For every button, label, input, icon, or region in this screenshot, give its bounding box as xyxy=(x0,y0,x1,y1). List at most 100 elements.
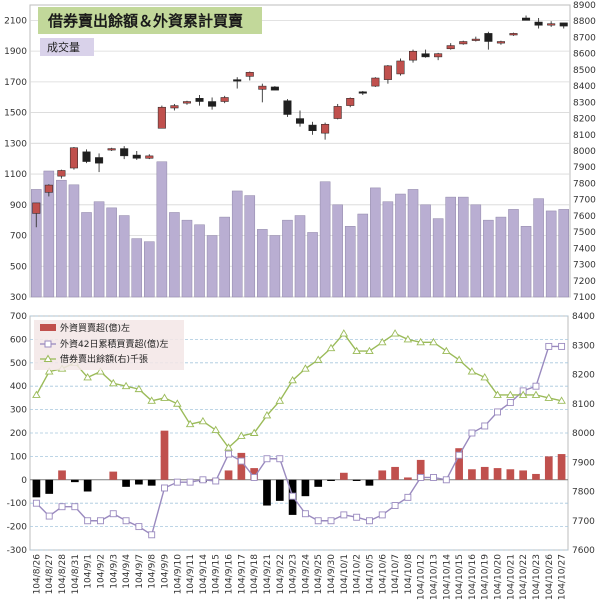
legend: 外資買賣超(億)左 外資42日累積買賣超(億)左 借券賣出餘額(右)千張 xyxy=(34,320,184,370)
top-right-tick-label: 8300 xyxy=(573,98,596,108)
candle-up xyxy=(145,155,154,159)
net-buy-bar xyxy=(404,477,412,480)
line-42day-point xyxy=(84,517,92,525)
volume-bar xyxy=(257,229,268,298)
x-tick-label: 104/10/6 xyxy=(378,554,388,595)
line-42day-point xyxy=(58,503,66,511)
net-buy-bar xyxy=(263,479,271,506)
top-right-tick-label: 8100 xyxy=(573,131,596,141)
line-short-balance-point xyxy=(160,393,169,401)
x-tick-label: 104/10/15 xyxy=(455,554,465,600)
volume-bar xyxy=(118,215,130,298)
candle-up xyxy=(182,101,191,104)
line-42day-point xyxy=(289,492,297,500)
line-short-balance-point xyxy=(518,390,528,398)
volume-label-background xyxy=(40,38,94,56)
volume-bar xyxy=(282,219,293,298)
line-42day-point xyxy=(97,517,104,525)
candle-down xyxy=(120,148,129,157)
bottom-right-tick-label: 7900 xyxy=(572,458,595,468)
candle-up xyxy=(446,45,455,50)
net-buy-bar xyxy=(391,466,399,480)
candle-up xyxy=(434,53,443,58)
line-42day-point xyxy=(186,478,194,486)
line-42day-point xyxy=(32,499,40,507)
candle-down xyxy=(308,124,317,131)
line-42day-point xyxy=(109,510,117,518)
x-tick-label: 104/9/1 xyxy=(84,554,94,589)
top-left-tick-label: 1900 xyxy=(4,47,27,57)
candle-up xyxy=(371,77,380,87)
x-tick-label: 104/9/24 xyxy=(301,554,311,595)
top-right-tick-label: 8200 xyxy=(573,115,596,125)
net-buy-bar xyxy=(493,468,502,480)
candle-up xyxy=(509,33,518,36)
top-left-tick-label: 1300 xyxy=(4,139,27,149)
top-left-tick-label: 700 xyxy=(10,232,27,242)
line-short-balance-point xyxy=(96,367,105,375)
net-buy-bar xyxy=(455,448,463,480)
candle-down xyxy=(270,86,279,91)
line-short-balance-point xyxy=(416,337,425,346)
line-short-balance-point xyxy=(313,355,323,363)
volume-bar xyxy=(156,161,168,298)
candle-up xyxy=(107,148,116,151)
bottom-right-tick-label: 7800 xyxy=(572,488,595,498)
x-tick-label: 104/10/5 xyxy=(365,554,375,594)
line-42day-point xyxy=(45,512,53,520)
net-buy-bar xyxy=(58,470,66,480)
volume-bar xyxy=(181,219,193,298)
x-tick-label: 104/10/27 xyxy=(558,554,568,600)
line-42day-point xyxy=(237,457,245,465)
volume-bar xyxy=(194,224,205,298)
volume-bar xyxy=(495,216,507,298)
net-buy-bar xyxy=(147,479,156,486)
x-tick-label: 104/8/27 xyxy=(45,554,55,594)
x-tick-label: 104/9/18 xyxy=(250,554,260,595)
candle-down xyxy=(95,157,104,164)
bottom-right-tick-label: 7700 xyxy=(572,517,595,527)
top-left-tick-label: 500 xyxy=(10,262,27,272)
line-42day-point xyxy=(263,455,271,463)
net-buy-bar xyxy=(160,430,169,480)
x-tick-label: 104/10/1 xyxy=(340,554,350,594)
line-42day-point xyxy=(468,429,476,437)
line-42day-point xyxy=(314,517,322,525)
candle-up xyxy=(157,106,166,129)
volume-bar xyxy=(407,189,419,298)
candle-up xyxy=(44,184,53,193)
line-42day-point xyxy=(173,478,181,486)
line-short-balance-point xyxy=(173,399,182,407)
candle-down xyxy=(358,91,367,94)
line-short-balance-point xyxy=(454,355,464,363)
net-buy-bar xyxy=(365,479,374,486)
volume-bar xyxy=(81,212,92,298)
x-tick-label: 104/10/8 xyxy=(404,554,414,595)
candle-up xyxy=(396,60,405,75)
line-42day-point xyxy=(378,511,386,519)
volume-bar xyxy=(332,204,343,298)
volume-bar xyxy=(520,226,532,298)
line-42day-point xyxy=(199,476,207,484)
net-buy-bar xyxy=(544,456,553,480)
net-buy-bar xyxy=(314,479,323,487)
candle-up xyxy=(69,147,78,169)
x-tick-label: 104/9/17 xyxy=(237,554,247,594)
line-42day-point xyxy=(135,523,143,531)
x-tick-label: 104/9/23 xyxy=(289,554,299,594)
net-buy-bar xyxy=(327,479,335,481)
bottom-left-tick-label: -300 xyxy=(7,546,28,556)
x-tick-label: 104/9/4 xyxy=(122,554,132,589)
top-left-tick-label: 1700 xyxy=(4,78,27,88)
x-tick-label: 104/10/20 xyxy=(494,554,504,600)
volume-bar xyxy=(470,204,482,298)
volume-bar xyxy=(395,193,406,298)
line-short-balance-point xyxy=(352,346,361,355)
line-short-balance-point xyxy=(442,346,451,355)
net-buy-bar xyxy=(378,470,387,480)
line-short-balance-point xyxy=(44,367,54,375)
line-short-balance-point xyxy=(531,390,541,398)
line-short-balance-point xyxy=(249,428,259,436)
volume-bar xyxy=(307,232,318,298)
volume-bar xyxy=(483,219,494,298)
